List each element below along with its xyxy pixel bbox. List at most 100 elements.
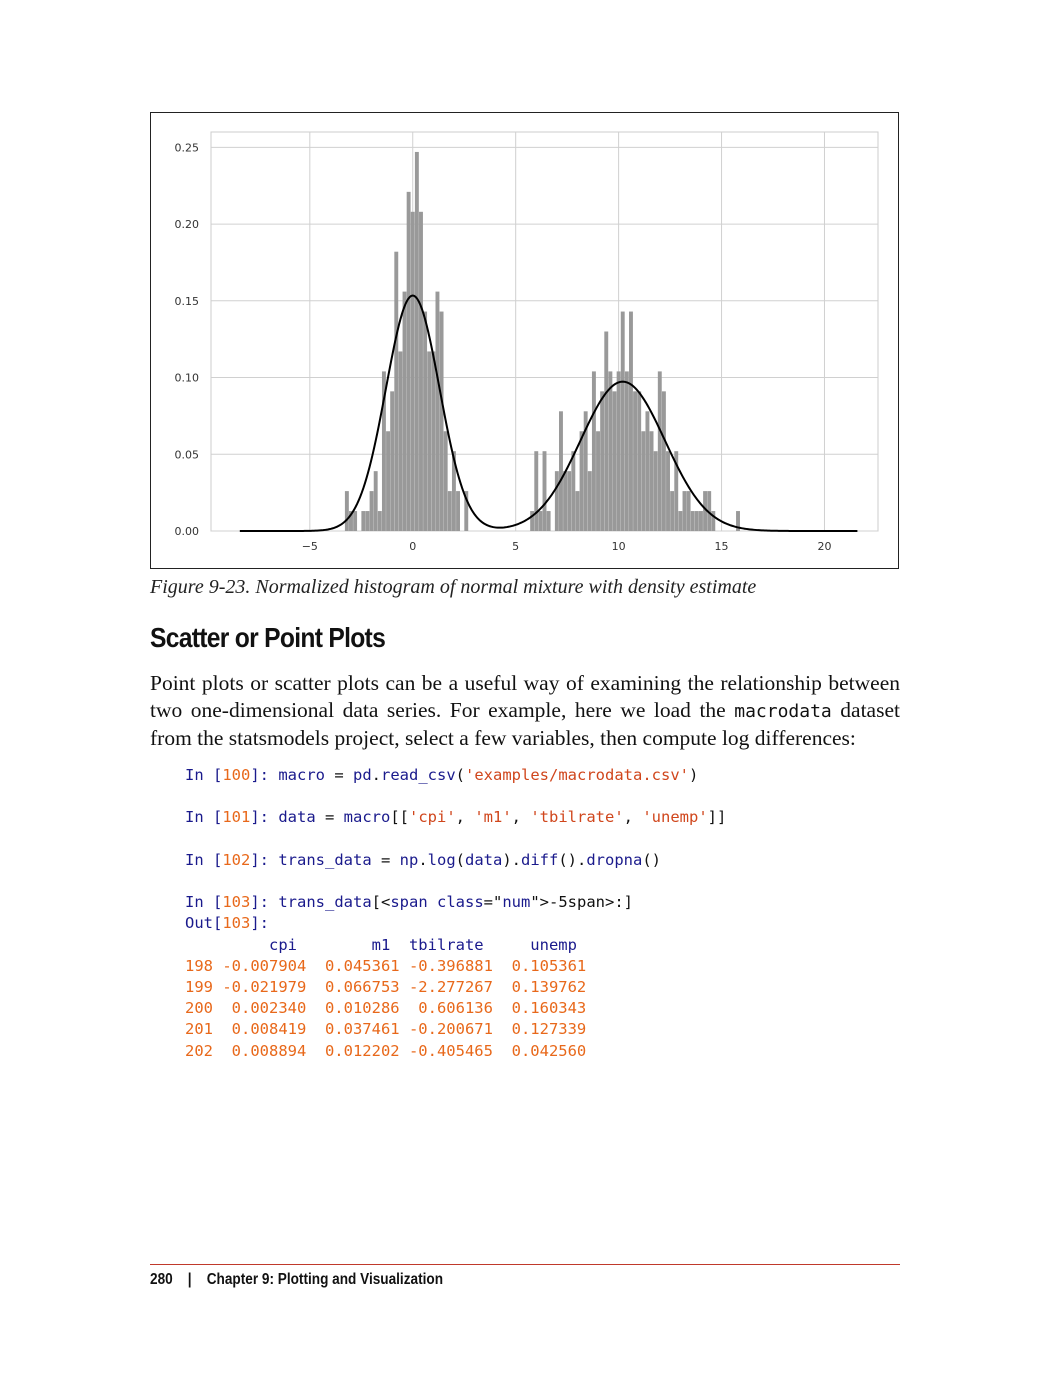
histogram-bar: [373, 471, 378, 531]
histogram-bar: [542, 451, 547, 531]
histogram-bar: [344, 491, 349, 531]
histogram-bar: [629, 311, 633, 531]
histogram-bar: [699, 511, 703, 531]
table-row: 202 0.008894 0.012202 -0.405465 0.042560: [185, 1041, 587, 1060]
histogram-bar: [600, 391, 605, 531]
inline-code-macrodata: macrodata: [734, 701, 832, 722]
code-103: trans_data[<span class="num">-5span>:]: [278, 893, 633, 912]
histogram-bar: [575, 491, 580, 531]
histogram-bar: [649, 431, 654, 531]
histogram-bar: [579, 431, 584, 531]
histogram-bar: [686, 491, 691, 531]
x-tick-label: 5: [512, 540, 519, 553]
histogram-bar: [583, 411, 588, 531]
histogram-bar: [674, 451, 679, 531]
histogram-bar: [596, 431, 600, 531]
code-101: data = macro[['cpi', 'm1', 'tbilrate', '…: [278, 808, 727, 827]
histogram-bar: [419, 211, 423, 532]
histogram-bar: [402, 291, 407, 531]
code-100: macro = pd.read_csv('examples/macrodata.…: [278, 766, 699, 784]
histogram-bar: [736, 511, 740, 531]
histogram-bar: [534, 451, 539, 531]
code-line-102: In [102]: trans_data = np.log(data).diff…: [185, 850, 662, 869]
histogram-bar: [394, 251, 399, 531]
histogram-bar: [349, 511, 353, 531]
table-row: 198 -0.007904 0.045361 -0.396881 0.10536…: [185, 956, 587, 975]
histogram-bar: [616, 371, 621, 531]
histogram-bar: [637, 391, 642, 531]
histogram-bar: [678, 511, 683, 531]
histogram-bar: [369, 491, 374, 531]
footer-separator: |: [187, 1271, 192, 1288]
histogram-bar: [591, 371, 596, 531]
histogram-bar: [427, 351, 432, 531]
table-row: 199 -0.021979 0.066753 -2.277267 0.13976…: [185, 978, 587, 997]
histogram-bar: [633, 391, 638, 531]
histogram-bar: [386, 431, 390, 531]
histogram-bar: [353, 511, 358, 531]
histogram-bar: [711, 511, 716, 531]
histogram-bar: [587, 471, 592, 531]
histogram-bar: [423, 311, 428, 531]
histogram-bar: [612, 391, 617, 531]
histogram-chart: 0.00 0.05 0.10 0.15 0.20 0.25 −5 0 5 10 15 20: [175, 131, 879, 553]
out-line-103: Out[103]:: [185, 914, 269, 933]
page-footer: 280 | Chapter 9: Plotting and Visualizat…: [150, 1271, 443, 1289]
histogram-bar: [554, 471, 559, 531]
x-tick-label: 15: [715, 540, 729, 553]
histogram-bar: [546, 511, 551, 531]
table-header: cpi m1 tbilrate unemp: [185, 935, 577, 954]
paragraph-text-2: dataset from the statsmodels project, se…: [150, 698, 900, 750]
code-block: In [100]: macro = pd.read_csv('examples/…: [185, 765, 726, 1062]
table-row: 200 0.002340 0.010286 0.606136 0.160343: [185, 999, 587, 1018]
histogram-bar: [703, 491, 708, 531]
y-tick-label: 0.20: [175, 218, 200, 231]
code-102: trans_data = np.log(data).diff().dropna(…: [278, 850, 662, 869]
y-tick-label: 0.15: [175, 295, 200, 308]
histogram-bar: [464, 491, 469, 531]
histogram-bar: [398, 351, 403, 531]
y-tick-label: 0.00: [175, 525, 200, 538]
histogram-bar: [641, 431, 646, 531]
histogram-bar: [414, 151, 419, 531]
histogram-bar: [377, 511, 382, 531]
histogram-bar: [431, 351, 436, 531]
chapter-title: Chapter 9: Plotting and Visualization: [206, 1271, 443, 1288]
histogram-bar: [670, 491, 675, 531]
histogram-bar: [381, 371, 386, 531]
paragraph-text-1: Point plots or scatter plots can be a us…: [150, 671, 900, 722]
histogram-bar: [694, 511, 699, 531]
y-tick-label: 0.25: [175, 141, 200, 154]
histogram-bar: [406, 191, 411, 531]
histogram-bar: [443, 431, 448, 531]
x-tick-label: −5: [302, 540, 318, 553]
histogram-bar: [620, 311, 625, 531]
x-tick-label: 0: [409, 540, 416, 553]
histogram-bar: [624, 371, 629, 531]
table-row: 201 0.008419 0.037461 -0.200671 0.127339: [185, 1020, 587, 1039]
x-tick-label: 10: [612, 540, 626, 553]
body-paragraph: Point plots or scatter plots can be a us…: [150, 670, 900, 752]
histogram-bar: [571, 451, 576, 531]
page-number: 280: [150, 1271, 173, 1288]
histogram-bar: [361, 511, 366, 531]
code-line-101: In [101]: data = macro[['cpi', 'm1', 'tb…: [185, 808, 727, 827]
histogram-bar: [653, 451, 658, 531]
histogram-bar: [447, 491, 452, 531]
histogram-bar: [604, 331, 609, 531]
histogram-bar: [439, 311, 444, 531]
histogram-bar: [657, 371, 662, 531]
code-line-103: In [103]: trans_data[<span class="num">-…: [185, 893, 633, 912]
histogram-bar: [530, 511, 535, 531]
histogram-bar: [365, 511, 370, 531]
histogram-bar: [538, 511, 543, 531]
histogram-bar: [410, 211, 415, 532]
histogram-bar: [661, 391, 666, 531]
figure-caption: Figure 9-23. Normalized histogram of nor…: [150, 576, 757, 598]
histogram-bar: [390, 391, 395, 531]
figure-histogram: 0.00 0.05 0.10 0.15 0.20 0.25 −5 0 5 10 15 20: [150, 112, 899, 569]
histogram-bar: [682, 491, 687, 531]
histogram-bar: [456, 491, 460, 531]
histogram-bar: [567, 471, 572, 531]
x-tick-label: 20: [817, 540, 831, 553]
